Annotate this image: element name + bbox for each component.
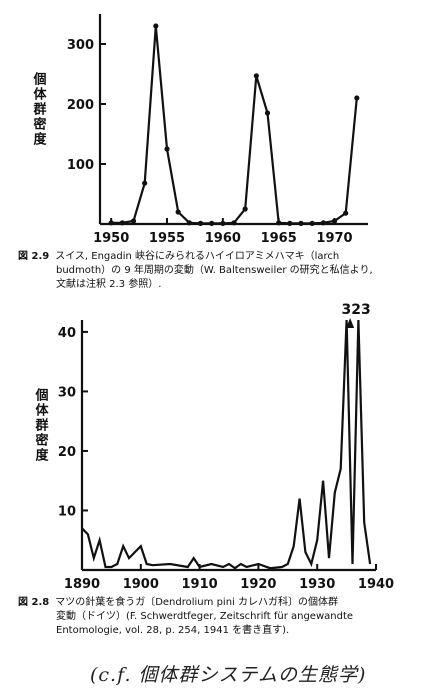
- chart1-tick-labels: 100 200 300 1950 1955 1960 1965 1970: [67, 38, 353, 246]
- c1-point-10: [220, 220, 226, 226]
- c1-x-tick-label-2: 1960: [205, 231, 241, 246]
- c1-point-7: [186, 220, 192, 226]
- c1-point-2: [130, 218, 137, 224]
- c1-point-12: [242, 206, 248, 212]
- figure2-number: 図 2.8: [18, 597, 50, 608]
- c1-point-13: [253, 73, 259, 79]
- c1-point-9: [209, 220, 215, 226]
- c1-point-1: [119, 220, 125, 226]
- c1-point-6: [175, 209, 181, 215]
- chart1-y-axis-label: 個体群密度: [31, 71, 48, 147]
- chart2-peak-arrow: [346, 318, 355, 328]
- c1-point-16: [287, 220, 293, 226]
- figure1-caption-line-3: 文献は注釈 2.3 参照）.: [56, 279, 162, 290]
- c1-point-21: [343, 210, 349, 216]
- c1-point-4: [153, 23, 159, 29]
- chart2-peak-annotation: 323: [342, 302, 371, 328]
- figure1-caption-line-1: スイス, Engadin 峡谷にみられるハイイロアミメハマキ（larch: [55, 251, 340, 262]
- c1-y-tick-label-1: 200: [67, 98, 94, 113]
- chart1-series-line: [111, 25, 358, 225]
- c2-y-tick-label-1: 20: [58, 445, 76, 460]
- figure2-caption: 図 2.8 マツの針葉を食うガ〔Dendrolium pini カレハガ科〕の個体…: [18, 596, 418, 638]
- handwritten-note: (c.f. 個体群システムの生態学): [90, 664, 367, 686]
- c2-y-tick-label-0: 10: [58, 504, 76, 519]
- c2-x-tick-label-4: 1930: [299, 577, 335, 592]
- chart1-points: [108, 23, 360, 226]
- c1-x-tick-label-3: 1965: [261, 231, 297, 246]
- c1-point-20: [331, 218, 338, 224]
- figure2-caption-line-1: マツの針葉を食うガ〔Dendrolium pini カレハガ科〕の個体群: [55, 597, 338, 608]
- c1-point-18: [309, 220, 315, 226]
- c2-x-tick-label-1: 1900: [123, 577, 159, 592]
- c1-point-19: [320, 220, 326, 226]
- c2-y-tick-label-2: 30: [58, 385, 76, 400]
- c2-y-tick-label-3: 40: [58, 326, 76, 341]
- figure1-number: 図 2.9: [18, 251, 50, 262]
- chart-budmoth: 個体群密度 100 200 300 1950 1955 1960 1965 1970: [31, 14, 368, 246]
- c1-x-tick-label-1: 1955: [149, 231, 185, 246]
- c1-x-tick-label-4: 1970: [316, 231, 352, 246]
- figure2-caption-line-2: 変動（ドイツ）(F. Schwerdtfeger, Zeitschrift fü…: [56, 611, 354, 622]
- chart-dendrolium: 個体群密度 10 20 30 40 1890 1900 1910 1920 1930 1940 3…: [33, 302, 395, 592]
- c1-point-3: [142, 180, 148, 186]
- c1-point-0: [108, 220, 114, 226]
- c1-y-tick-label-0: 100: [67, 158, 94, 173]
- c2-x-tick-label-5: 1940: [358, 577, 394, 592]
- c1-point-15: [276, 220, 282, 226]
- c2-x-tick-label-3: 1920: [240, 577, 276, 592]
- figure1-caption-line-2: budmoth）の 9 年周期の変動（W. Baltensweiler の研究と…: [56, 265, 373, 276]
- chart2-y-axis-label: 個体群密度: [33, 387, 50, 463]
- c1-point-14: [264, 110, 271, 116]
- c1-point-11: [231, 220, 237, 226]
- c1-point-17: [298, 220, 304, 226]
- figure1-caption: 図 2.9 スイス, Engadin 峡谷にみられるハイイロアミメハマキ（larc…: [18, 250, 418, 292]
- c1-point-5: [164, 146, 170, 152]
- figure2-caption-line-3: Entomologie, vol. 28, p. 254, 1941 を書き直す…: [56, 625, 290, 636]
- c1-point-22: [354, 95, 360, 101]
- c1-point-8: [197, 220, 204, 226]
- c2-x-tick-label-0: 1890: [64, 577, 100, 592]
- chart1-axes: [98, 14, 368, 226]
- c1-y-tick-label-2: 300: [67, 38, 94, 53]
- chart2-peak-label: 323: [342, 302, 371, 318]
- chart2-series-line: [81, 319, 372, 570]
- c1-x-tick-label-0: 1950: [93, 231, 129, 246]
- c2-x-tick-label-2: 1910: [182, 577, 218, 592]
- chart2-tick-labels: 10 20 30 40 1890 1900 1910 1920 1930 1940: [58, 326, 394, 592]
